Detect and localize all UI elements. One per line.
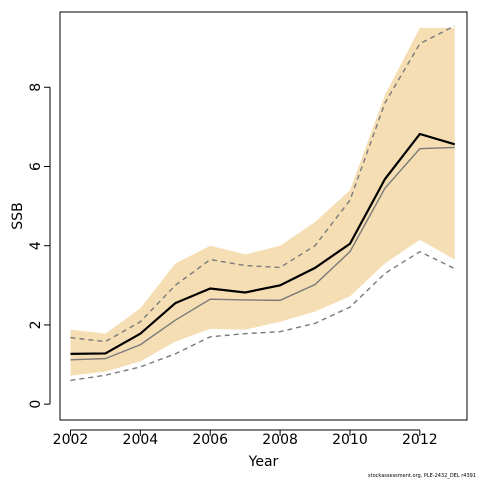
y-tick-label-4: 4 [28,241,44,250]
confidence-band-layer [70,27,455,376]
x-tick-label-2002: 2002 [53,432,89,448]
x-tick-label-2008: 2008 [262,432,298,448]
y-axis-title: SSB [10,202,26,229]
x-tick-label-2004: 2004 [123,432,159,448]
y-tick-label-2: 2 [28,320,44,329]
confidence-band [70,27,455,376]
x-tick-label-2006: 2006 [192,432,228,448]
y-axis: 0 2 4 6 8 [28,83,51,409]
upper-bound-line [70,25,456,343]
plot-frame [59,11,468,421]
lower-bound-line [70,250,456,382]
x-axis: 2002 2004 2006 2008 2010 2012 [53,429,438,448]
series-lines-layer [70,25,456,382]
x-axis-title: Year [248,454,279,470]
x-tick-label-2010: 2010 [332,432,368,448]
y-tick-label-0: 0 [28,400,44,409]
y-tick-label-8: 8 [28,83,44,92]
estimate-line [70,132,456,355]
credit-text: stockassessment.org, PLE-2432_DEL r4391 [368,473,476,479]
x-tick-label-2012: 2012 [402,432,438,448]
alt-estimate-line [70,146,455,361]
y-tick-label-6: 6 [28,162,44,171]
